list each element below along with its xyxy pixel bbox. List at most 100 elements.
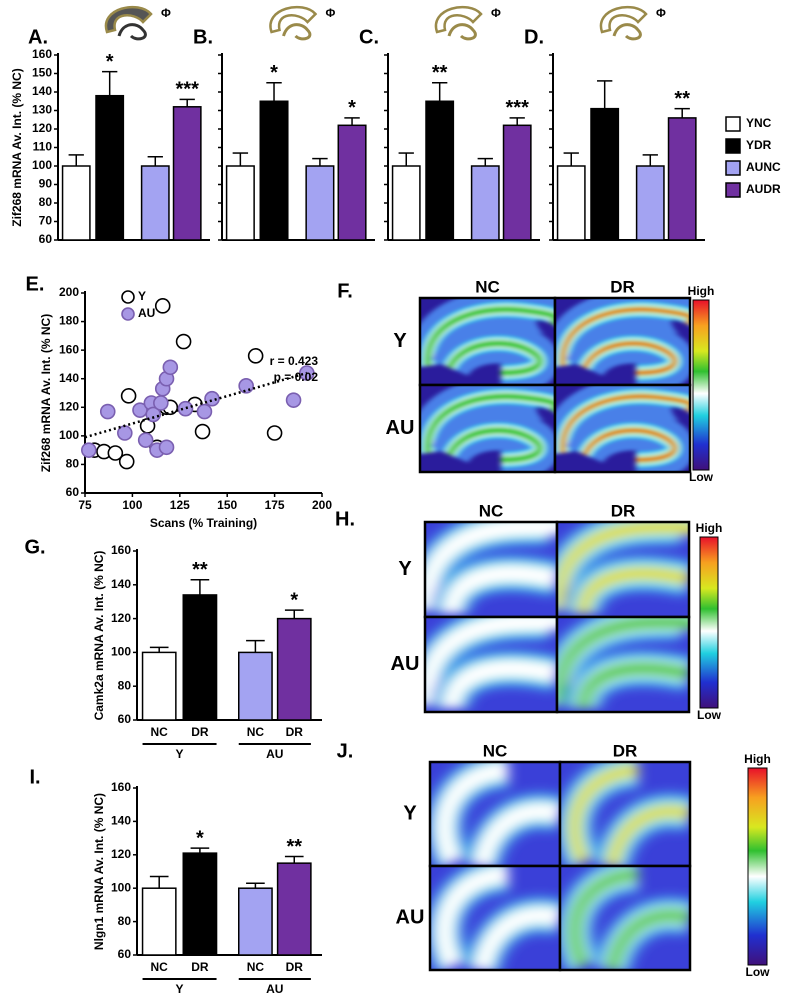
region-icon: Φ (269, 5, 336, 41)
x-tick-label: NC (247, 960, 265, 974)
y-tick-label: 100 (32, 158, 52, 172)
y-tick-label: 80 (118, 914, 132, 928)
heatmap-cell (560, 762, 690, 866)
scatter-point (175, 333, 192, 350)
scatter-point (177, 400, 194, 417)
bar (425, 100, 455, 241)
signal-band (575, 770, 638, 862)
x-tick-label: 150 (217, 498, 237, 512)
panel-label: G. (24, 536, 45, 558)
signal-band (450, 430, 540, 459)
scatter-point (238, 378, 254, 394)
bar (95, 94, 125, 241)
x-tick-label: 100 (122, 498, 142, 512)
heatmap-signal (575, 770, 690, 866)
scatter-point (145, 406, 162, 423)
y-tick-label: 200 (59, 285, 79, 299)
group-label: Y (176, 982, 184, 996)
y-tick-label: 160 (111, 543, 131, 557)
panel-label: F. (337, 280, 353, 302)
x-tick-label: NC (151, 960, 169, 974)
row-label: Y (393, 330, 407, 352)
panel-label: C. (359, 26, 379, 48)
heatmap-cell (425, 522, 557, 617)
panel-label: A. (28, 26, 48, 48)
signal-band (612, 915, 690, 970)
x-tick-label: NC (247, 725, 265, 739)
legend-swatch (725, 182, 741, 198)
column-label: DR (613, 741, 638, 760)
y-tick-label: 120 (111, 847, 131, 861)
legend-marker (121, 290, 135, 304)
row-label: AU (396, 906, 425, 928)
icon-shape (269, 5, 318, 34)
signal-band (450, 343, 540, 372)
y-tick-label: 140 (59, 371, 79, 385)
signal-band (445, 874, 508, 966)
signal-band (561, 527, 693, 609)
bar (141, 887, 177, 956)
y-tick-label: 60 (118, 712, 132, 726)
significance-label: *** (506, 97, 530, 119)
significance-label: * (270, 62, 278, 84)
y-tick-label: 90 (39, 177, 53, 191)
colorbar-low: Low (697, 708, 722, 722)
signal-band (612, 811, 690, 866)
signal-band (575, 874, 638, 966)
column-label: NC (483, 741, 508, 760)
colorbar-low: Low (746, 965, 771, 979)
heatmap-cell (430, 762, 560, 866)
signal-band (428, 309, 556, 366)
bar (556, 165, 586, 241)
cell-border (553, 383, 692, 474)
heatmap-cell (557, 522, 693, 617)
y-tick-label: 120 (32, 121, 52, 135)
icon-label: Φ (326, 6, 336, 20)
trend-line (84, 371, 308, 439)
group-label: Y (176, 747, 184, 761)
icon-shape (612, 23, 642, 41)
icon-shape (599, 5, 648, 34)
heatmap-cell (557, 617, 689, 712)
scatter-point (118, 453, 135, 470)
heatmap-signal (563, 396, 691, 459)
y-tick-label: 70 (39, 214, 53, 228)
icon-shape (447, 23, 477, 41)
signal-band (583, 574, 689, 614)
signal-band (482, 915, 560, 970)
colorbar-low: Low (689, 470, 714, 484)
bar (590, 107, 620, 241)
bar (305, 165, 335, 241)
x-tick-label: DR (286, 960, 304, 974)
bar (182, 852, 218, 956)
y-tick-label: 100 (59, 428, 79, 442)
significance-label: ** (192, 559, 208, 581)
heatmap-signal (429, 622, 561, 708)
icon-label: Φ (161, 6, 171, 20)
icon-shape (282, 23, 312, 41)
region-icon: Φ (599, 5, 666, 41)
heatmap-cell (555, 298, 690, 385)
y-tick-label: 80 (118, 678, 132, 692)
y-tick-label: 60 (66, 485, 80, 499)
heatmap-signal (445, 874, 560, 970)
scatter-point (99, 403, 116, 420)
icon-label: Φ (656, 6, 666, 20)
bar (276, 862, 312, 956)
stat-annotation: r = 0.423 (270, 354, 319, 368)
legend-label: AUNC (746, 160, 781, 174)
scatter-point (120, 388, 137, 404)
heatmap-signal (445, 770, 560, 866)
scatter-point (285, 392, 302, 408)
signal-band (585, 430, 675, 459)
legend-swatch (725, 160, 741, 176)
x-tick-label: DR (286, 725, 304, 739)
scatter-point (80, 442, 97, 458)
y-tick-label: 120 (111, 611, 131, 625)
icon-label: Φ (491, 6, 501, 20)
significance-label: ** (286, 836, 302, 858)
signal-band (428, 396, 556, 453)
y-tick-label: 130 (32, 103, 52, 117)
heatmap-cell (420, 298, 556, 385)
legend-swatch (725, 116, 741, 132)
